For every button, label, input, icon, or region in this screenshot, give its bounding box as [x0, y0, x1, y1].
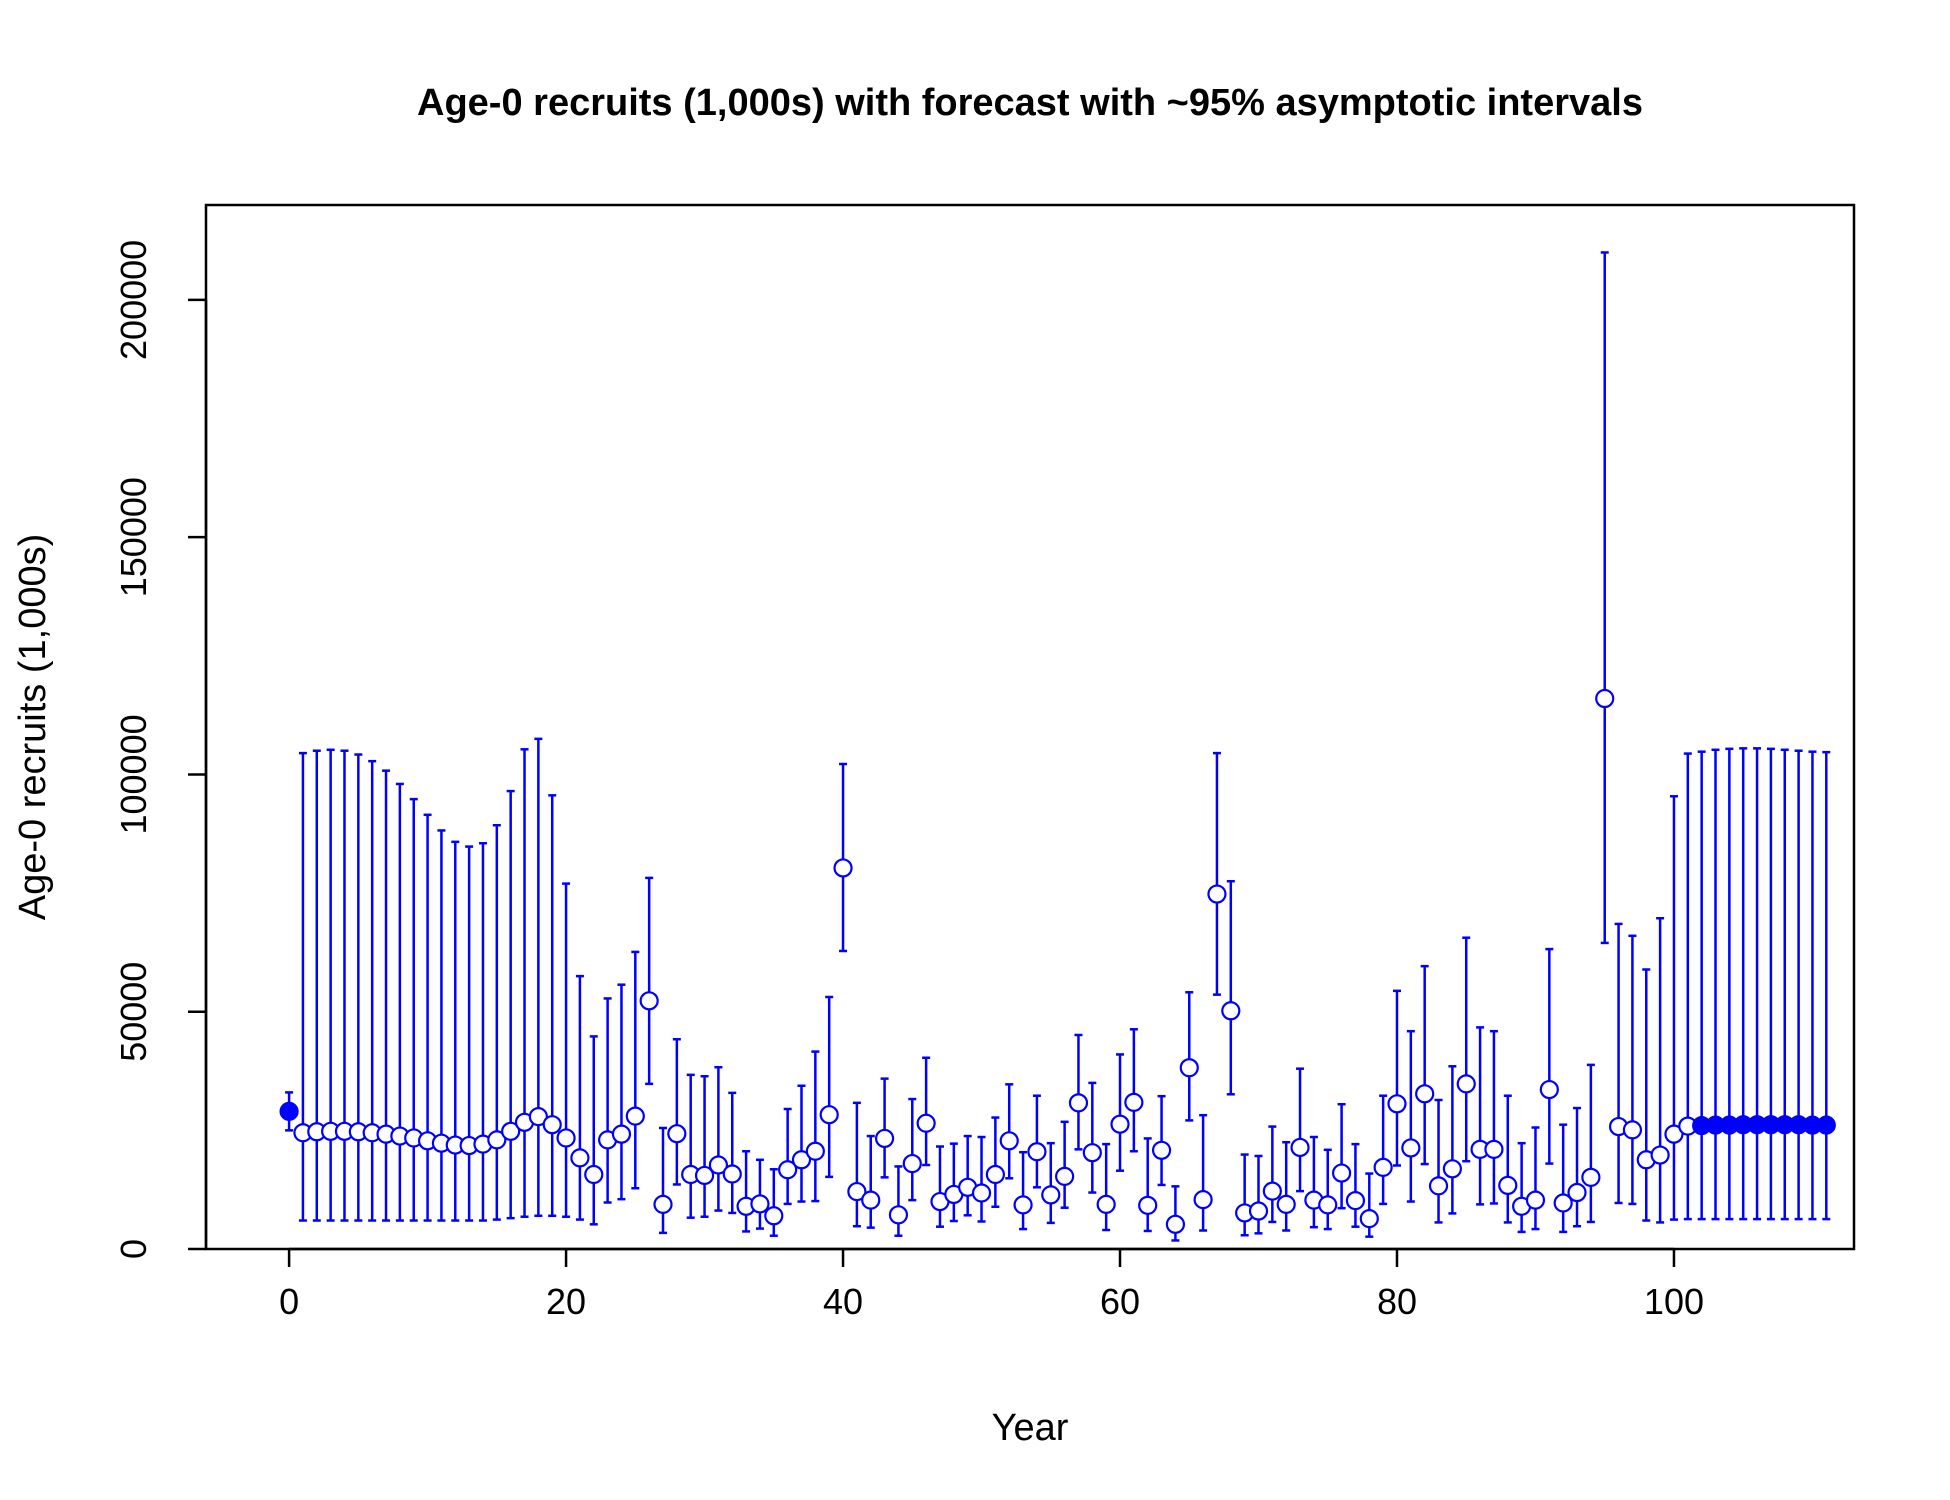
estimated-point [570, 1148, 590, 1168]
estimated-point [1622, 1120, 1643, 1140]
x-axis: 0 20 40 60 80 100 [279, 1247, 1704, 1322]
estimated-point [1373, 1157, 1393, 1177]
x-tick-label: 60 [1100, 1281, 1140, 1322]
y-tick-label: 150000 [113, 477, 154, 597]
estimated-point [778, 1160, 798, 1180]
estimated-point [805, 1141, 825, 1161]
estimated-point [501, 1121, 521, 1141]
estimated-point [653, 1194, 673, 1214]
estimated-point [819, 1105, 839, 1125]
estimated-point [1387, 1094, 1407, 1114]
estimated-point [1567, 1182, 1587, 1203]
estimated-point [999, 1131, 1019, 1151]
estimated-point [1179, 1058, 1199, 1078]
estimated-point [847, 1181, 867, 1202]
estimated-point [667, 1124, 687, 1144]
estimated-point [625, 1106, 645, 1126]
estimated-point [1664, 1124, 1684, 1144]
estimated-point [916, 1113, 936, 1133]
estimated-point [1331, 1163, 1352, 1183]
estimated-point [1525, 1190, 1546, 1210]
y-tick-label: 0 [113, 1239, 154, 1259]
data-marks [279, 251, 1836, 1242]
y-tick-label: 200000 [113, 240, 154, 360]
estimated-point [1276, 1194, 1296, 1214]
estimated-point [1110, 1114, 1130, 1134]
estimated-point [1124, 1092, 1144, 1112]
estimated-point [1595, 688, 1615, 709]
x-tick-label: 100 [1644, 1281, 1704, 1322]
estimated-point [1027, 1142, 1047, 1162]
estimated-point [764, 1206, 784, 1226]
estimated-point [971, 1183, 992, 1203]
estimated-point [1151, 1140, 1172, 1160]
estimated-point [1401, 1138, 1421, 1158]
y-axis: 0 50000 100000 150000 200000 [113, 240, 208, 1259]
estimated-point [1262, 1181, 1282, 1201]
x-tick-label: 40 [823, 1281, 863, 1322]
estimated-point [1318, 1195, 1338, 1215]
estimated-point [1207, 884, 1227, 904]
x-tick-label: 20 [546, 1281, 586, 1322]
estimated-point [1055, 1166, 1075, 1186]
estimated-point [1498, 1175, 1518, 1196]
estimated-point [1193, 1190, 1213, 1210]
estimated-point [1248, 1201, 1269, 1221]
estimated-point [1539, 1079, 1559, 1100]
estimated-point [985, 1164, 1005, 1185]
estimated-point [861, 1190, 881, 1210]
estimated-point [556, 1128, 576, 1148]
estimated-point [1442, 1159, 1462, 1179]
estimated-point [1096, 1194, 1116, 1214]
estimated-point [708, 1155, 729, 1175]
estimated-point [542, 1115, 562, 1135]
estimated-point [1553, 1193, 1573, 1213]
y-axis-label: Age-0 recruits (1,000s) [12, 534, 54, 921]
estimated-point [1484, 1139, 1504, 1159]
estimated-point [1428, 1176, 1449, 1196]
estimated-point [902, 1153, 922, 1174]
estimated-point [1456, 1074, 1476, 1094]
estimated-point [1013, 1195, 1033, 1215]
x-tick-label: 0 [279, 1281, 299, 1322]
estimated-point [1581, 1167, 1601, 1187]
estimated-point [791, 1150, 812, 1170]
estimated-point [694, 1165, 715, 1186]
estimated-point [487, 1130, 507, 1150]
estimated-point [1359, 1209, 1379, 1229]
y-tick-label: 50000 [113, 962, 154, 1062]
estimated-point [722, 1164, 742, 1184]
estimated-point [528, 1107, 548, 1127]
estimated-point [1138, 1195, 1158, 1215]
estimated-point [1290, 1137, 1310, 1158]
chart-title: Age-0 recruits (1,000s) with forecast wi… [417, 82, 1643, 124]
estimated-point [1041, 1185, 1061, 1205]
estimated-point [1082, 1143, 1102, 1163]
x-axis-label: Year [992, 1407, 1069, 1449]
estimated-point [1415, 1084, 1435, 1104]
estimated-point [1068, 1093, 1089, 1113]
estimated-point [1650, 1145, 1670, 1165]
estimated-point [833, 858, 853, 878]
estimated-point [1165, 1214, 1186, 1234]
forecast-point [1816, 1115, 1836, 1135]
estimated-point [1221, 1001, 1241, 1021]
estimated-point [1345, 1190, 1366, 1211]
x-tick-label: 80 [1377, 1281, 1417, 1322]
estimated-point [888, 1205, 909, 1225]
estimated-point [639, 991, 659, 1011]
estimated-point [750, 1194, 770, 1214]
estimated-point [874, 1128, 895, 1149]
plot-frame [204, 203, 1856, 1251]
virgin-point [279, 1101, 299, 1121]
y-tick-label: 100000 [113, 714, 154, 834]
estimated-point [584, 1164, 604, 1185]
estimated-point [611, 1124, 632, 1144]
